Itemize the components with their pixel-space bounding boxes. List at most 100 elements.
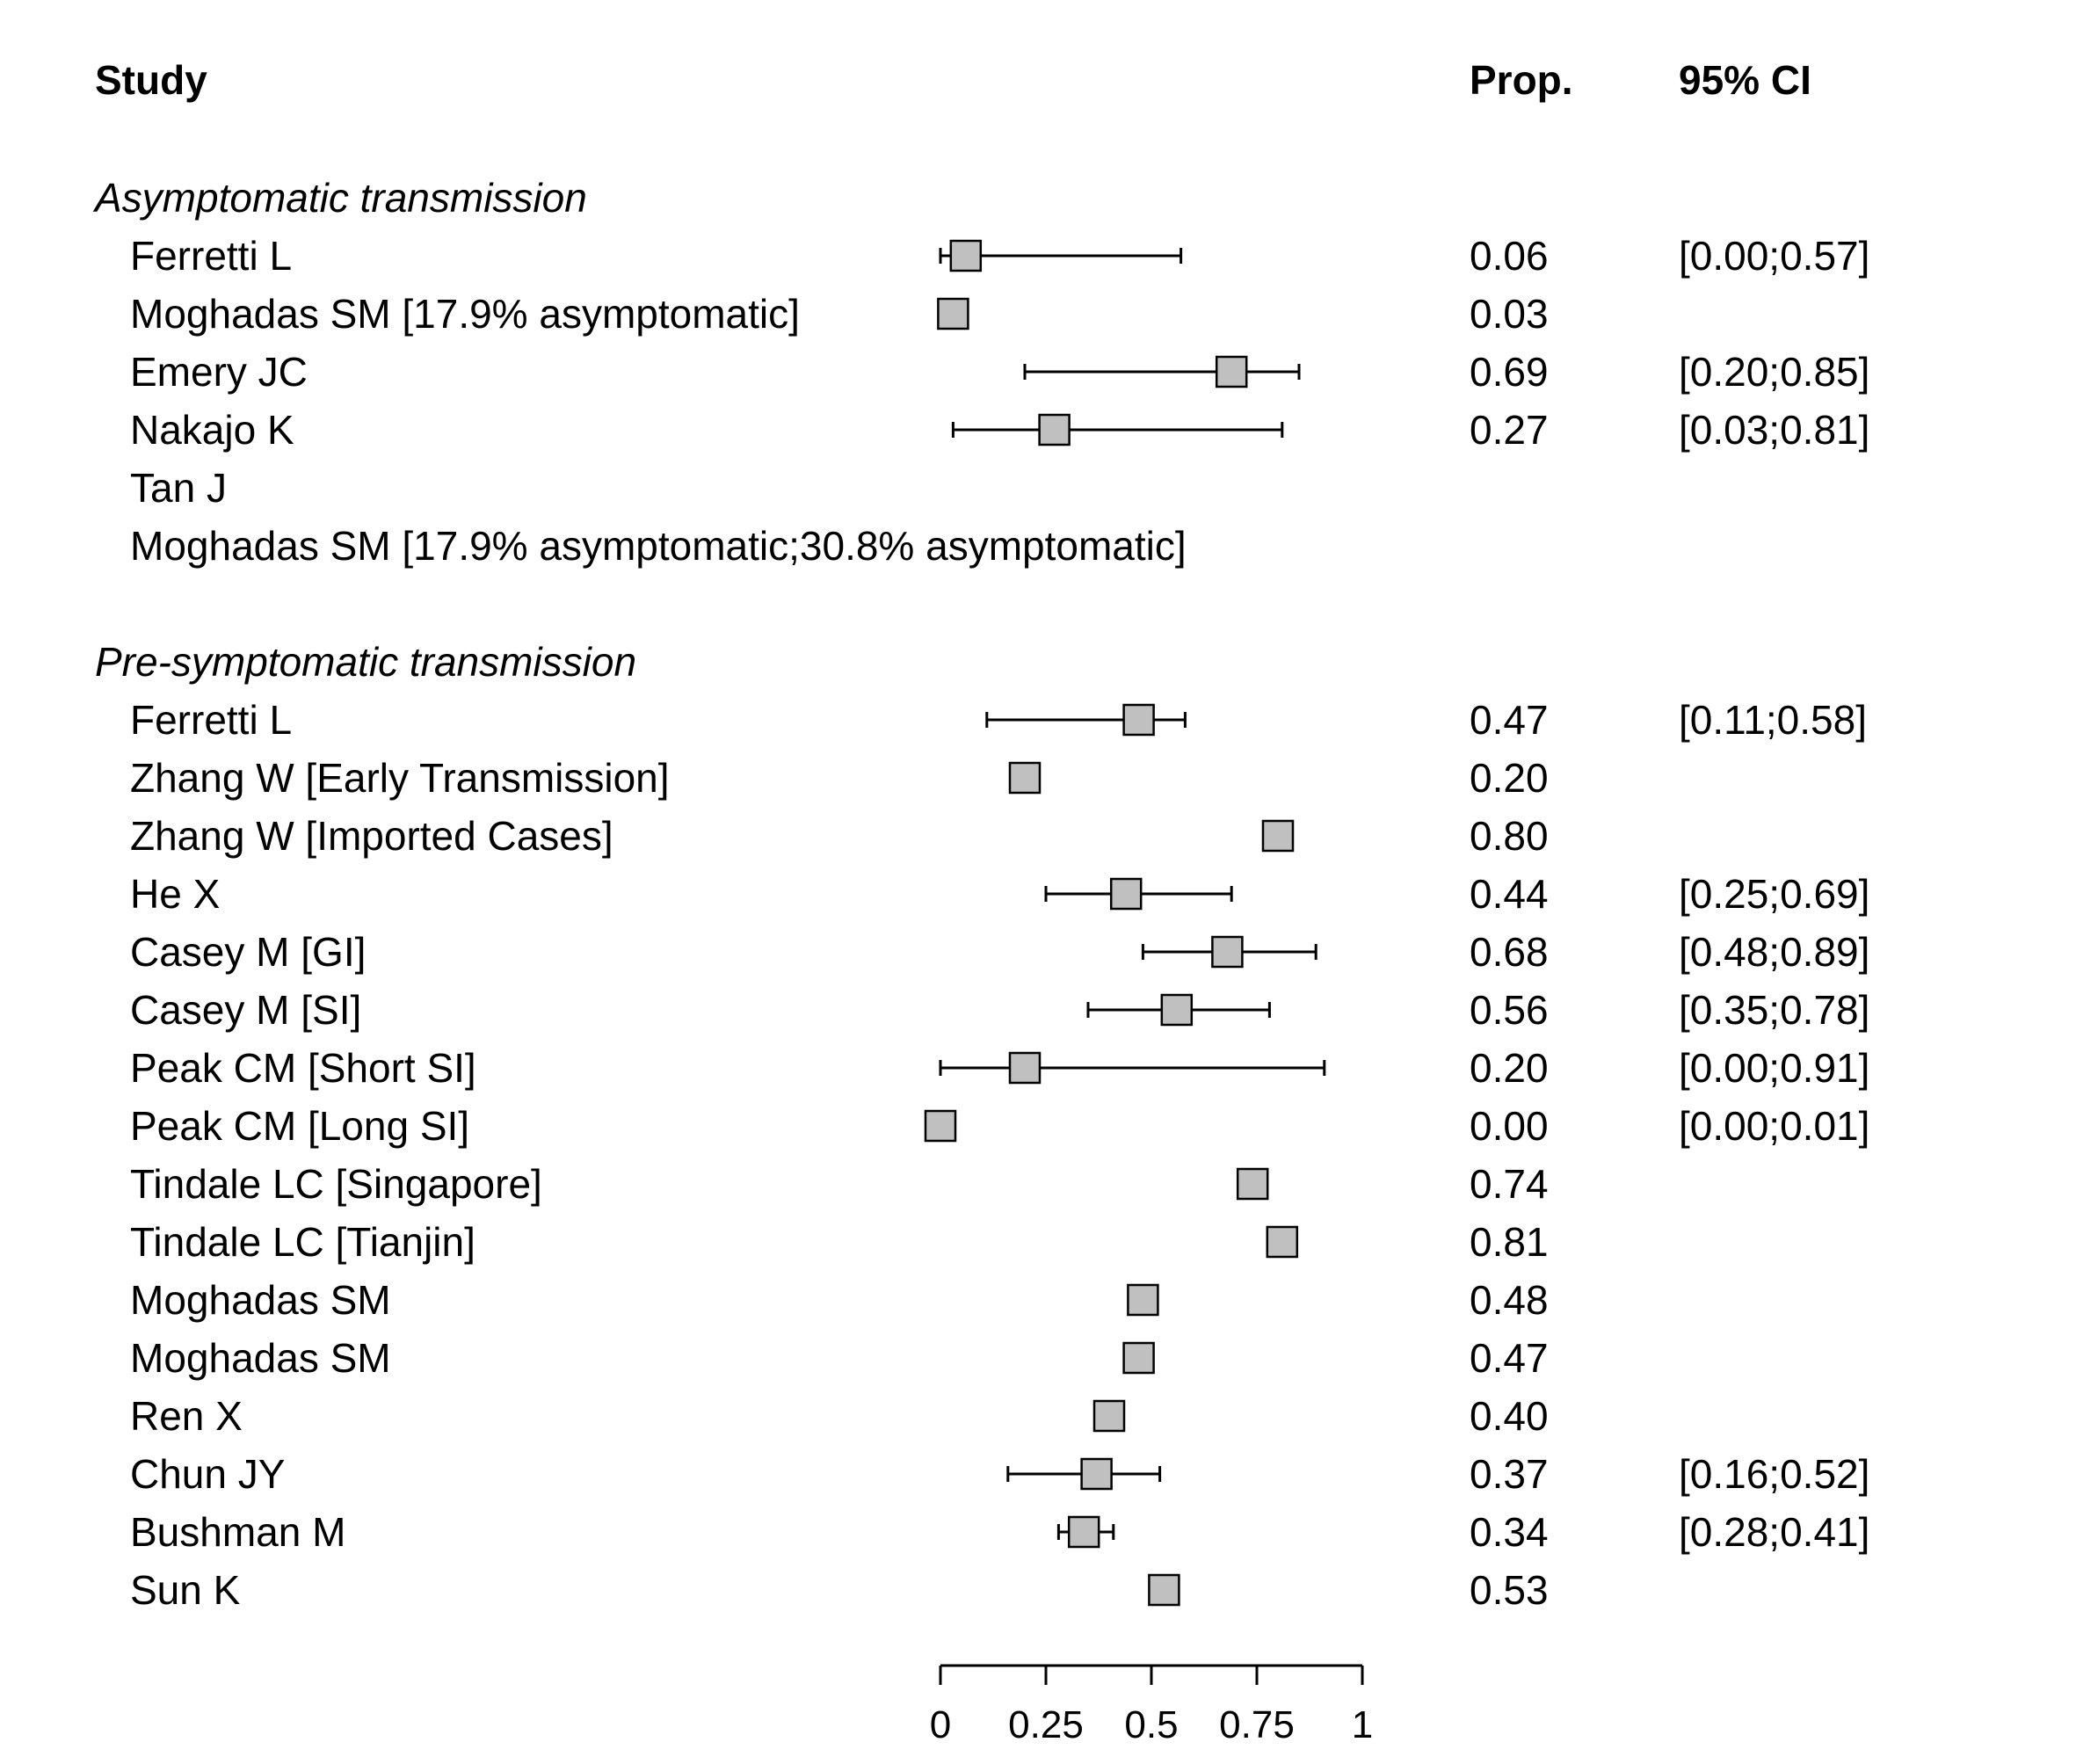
prop-value: 0.34 bbox=[1470, 1509, 1549, 1555]
tick-label: 1 bbox=[1352, 1703, 1373, 1746]
study-row: Ren X 0.40 bbox=[130, 1393, 1549, 1439]
study-row: Casey M [GI] 0.68 [0.48;0.89] bbox=[130, 929, 1869, 975]
ci-text: [0.00;0.91] bbox=[1679, 1045, 1869, 1091]
point-estimate-box bbox=[1127, 1283, 1159, 1317]
ci-text: [0.00;0.57] bbox=[1679, 233, 1869, 279]
study-row: Peak CM [Short SI] 0.20 [0.00;0.91] bbox=[130, 1045, 1869, 1091]
point-estimate-box bbox=[1215, 355, 1248, 388]
study-row: Zhang W [Early Transmission] 0.20 bbox=[130, 755, 1549, 801]
point-estimate-box bbox=[1038, 413, 1071, 446]
ci-text: [0.11;0.58] bbox=[1679, 697, 1867, 743]
prop-value: 0.53 bbox=[1470, 1567, 1549, 1613]
point-estimate-box bbox=[1236, 1167, 1269, 1201]
prop-value: 0.69 bbox=[1470, 349, 1549, 395]
study-label: Moghadas SM bbox=[130, 1277, 391, 1323]
point-estimate-box bbox=[1160, 993, 1194, 1027]
prop-value: 0.20 bbox=[1470, 1045, 1549, 1091]
study-row: He X 0.44 [0.25;0.69] bbox=[130, 871, 1869, 917]
study-row: Emery JC 0.69 [0.20;0.85] bbox=[130, 349, 1869, 395]
ci-text: [0.16;0.52] bbox=[1679, 1451, 1869, 1497]
study-label: Tan J bbox=[130, 465, 227, 511]
point-estimate-box bbox=[1109, 877, 1143, 911]
study-row: Moghadas SM [17.9% asymptomatic;30.8% as… bbox=[130, 523, 1187, 569]
study-label: Casey M [SI] bbox=[130, 987, 361, 1033]
study-label: Zhang W [Early Transmission] bbox=[130, 755, 670, 801]
tick-label: 0.25 bbox=[1008, 1703, 1084, 1746]
ci-text: [0.28;0.41] bbox=[1679, 1509, 1869, 1555]
study-rows: Asymptomatic transmission Ferretti L 0.06 [… bbox=[92, 175, 1869, 1613]
point-estimate-box bbox=[949, 239, 983, 272]
point-estimate-box bbox=[937, 297, 969, 330]
study-label: Moghadas SM [17.9% asymptomatic] bbox=[130, 291, 800, 337]
prop-value: 0.44 bbox=[1470, 871, 1549, 917]
study-label: Peak CM [Short SI] bbox=[130, 1045, 476, 1091]
point-estimate-box bbox=[924, 1109, 957, 1143]
point-estimate-box bbox=[1092, 1399, 1126, 1433]
ci-text: [0.48;0.89] bbox=[1679, 929, 1869, 975]
prop-value: 0.00 bbox=[1470, 1103, 1549, 1149]
point-estimate-box bbox=[1122, 1341, 1155, 1375]
point-estimate-box bbox=[1261, 819, 1295, 853]
study-label: Emery JC bbox=[130, 349, 308, 395]
prop-value: 0.47 bbox=[1470, 697, 1549, 743]
study-label: Sun K bbox=[130, 1567, 241, 1613]
group-heading: Asymptomatic transmission bbox=[92, 175, 587, 221]
study-row: Moghadas SM 0.48 bbox=[130, 1277, 1549, 1323]
study-label: Ferretti L bbox=[130, 697, 292, 743]
study-row: Zhang W [Imported Cases] 0.80 bbox=[130, 813, 1549, 859]
prop-value: 0.20 bbox=[1470, 755, 1549, 801]
study-row: Bushman M 0.34 [0.28;0.41] bbox=[130, 1509, 1869, 1555]
prop-value: 0.27 bbox=[1470, 407, 1549, 453]
study-label: Chun JY bbox=[130, 1451, 285, 1497]
prop-value: 0.47 bbox=[1470, 1335, 1549, 1381]
study-row: Ferretti L 0.47 [0.11;0.58] bbox=[130, 697, 1867, 743]
header-ci: 95% CI bbox=[1679, 57, 1811, 103]
prop-value: 0.81 bbox=[1470, 1219, 1549, 1265]
point-estimate-box bbox=[1008, 761, 1042, 795]
header-study: Study bbox=[95, 57, 207, 103]
study-label: He X bbox=[130, 871, 220, 917]
study-label: Nakajo K bbox=[130, 407, 294, 453]
study-label: Tindale LC [Singapore] bbox=[130, 1161, 542, 1207]
study-row: Peak CM [Long SI] 0.00 [0.00;0.01] bbox=[130, 1103, 1869, 1149]
tick-label: 0.75 bbox=[1219, 1703, 1295, 1746]
ci-text: [0.03;0.81] bbox=[1679, 407, 1869, 453]
ci-text: [0.00;0.01] bbox=[1679, 1103, 1869, 1149]
ci-text: [0.25;0.69] bbox=[1679, 871, 1869, 917]
prop-value: 0.37 bbox=[1470, 1451, 1549, 1497]
prop-value: 0.48 bbox=[1470, 1277, 1549, 1323]
study-label: Tindale LC [Tianjin] bbox=[130, 1219, 475, 1265]
point-estimate-box bbox=[1008, 1051, 1042, 1085]
study-row: Sun K 0.53 bbox=[130, 1567, 1549, 1613]
prop-value: 0.68 bbox=[1470, 929, 1549, 975]
study-label: Bushman M bbox=[130, 1509, 345, 1555]
study-row: Chun JY 0.37 [0.16;0.52] bbox=[130, 1451, 1869, 1497]
point-estimate-box bbox=[1211, 935, 1244, 969]
ci-text: [0.35;0.78] bbox=[1679, 987, 1869, 1033]
study-row: Tindale LC [Tianjin] 0.81 bbox=[130, 1219, 1549, 1265]
tick-label: 0.5 bbox=[1124, 1703, 1178, 1746]
ci-text: [0.20;0.85] bbox=[1679, 349, 1869, 395]
point-estimate-box bbox=[1148, 1573, 1180, 1607]
prop-value: 0.40 bbox=[1470, 1393, 1549, 1439]
prop-value: 0.56 bbox=[1470, 987, 1549, 1033]
tick-label: 0 bbox=[930, 1703, 951, 1746]
x-axis: 0 0.25 0.5 0.75 1 bbox=[930, 1664, 1373, 1746]
prop-value: 0.80 bbox=[1470, 813, 1549, 859]
study-row: Moghadas SM 0.47 bbox=[130, 1335, 1549, 1381]
point-estimate-box bbox=[1067, 1515, 1100, 1549]
study-label: Ren X bbox=[130, 1393, 243, 1439]
point-estimate-box bbox=[1122, 703, 1155, 737]
study-label: Zhang W [Imported Cases] bbox=[130, 813, 613, 859]
study-label: Moghadas SM bbox=[130, 1335, 391, 1381]
study-label: Peak CM [Long SI] bbox=[130, 1103, 469, 1149]
study-row: Tan J bbox=[130, 465, 227, 511]
point-estimate-box bbox=[1080, 1457, 1113, 1491]
prop-value: 0.74 bbox=[1470, 1161, 1549, 1207]
study-row: Tindale LC [Singapore] 0.74 bbox=[130, 1161, 1549, 1207]
study-label: Moghadas SM [17.9% asymptomatic;30.8% as… bbox=[130, 523, 1187, 569]
study-label: Casey M [GI] bbox=[130, 929, 366, 975]
study-row: Moghadas SM [17.9% asymptomatic] 0.03 bbox=[130, 291, 1549, 337]
header-prop: Prop. bbox=[1470, 57, 1573, 103]
